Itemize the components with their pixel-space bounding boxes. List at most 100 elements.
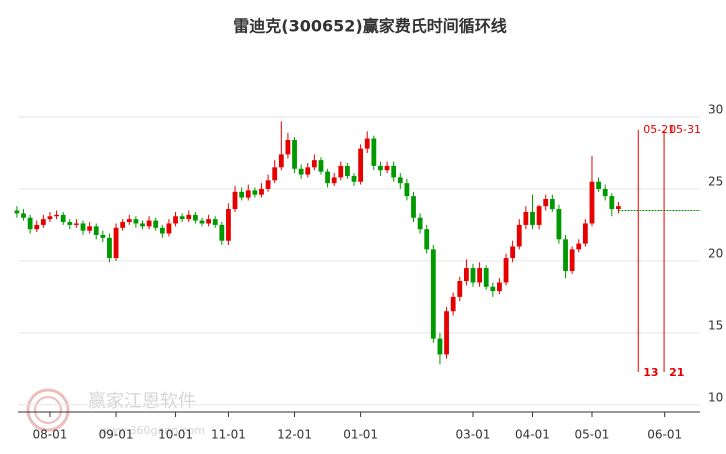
candle-body bbox=[516, 224, 522, 247]
x-tick-label: 05-01 bbox=[575, 428, 610, 442]
candle-body bbox=[80, 223, 86, 231]
candle-body bbox=[477, 268, 483, 283]
candle-body bbox=[278, 154, 284, 168]
candle-body bbox=[549, 198, 555, 210]
candle-body bbox=[364, 138, 370, 149]
candle-body bbox=[391, 165, 397, 178]
candle-body bbox=[523, 211, 529, 225]
candle-body bbox=[543, 198, 549, 207]
y-tick-label: 30 bbox=[708, 102, 723, 116]
y-tick-label: 20 bbox=[708, 246, 723, 260]
candle-body bbox=[589, 181, 595, 224]
candle-body bbox=[338, 165, 344, 178]
candle-body bbox=[358, 148, 364, 182]
candle-body bbox=[345, 165, 350, 176]
candle-body bbox=[232, 191, 238, 210]
candle-body bbox=[199, 220, 205, 224]
candle-body bbox=[305, 167, 311, 175]
watermark-name: 赢家江恩软件 bbox=[88, 390, 196, 412]
candle-body bbox=[140, 223, 145, 227]
candle-body bbox=[576, 243, 582, 250]
candle-body bbox=[93, 226, 99, 235]
candle-body bbox=[47, 216, 53, 220]
candle-body bbox=[411, 196, 416, 218]
x-tick-label: 10-01 bbox=[158, 428, 193, 442]
candle-body bbox=[73, 223, 79, 225]
candle-body bbox=[54, 214, 59, 217]
candle-body bbox=[378, 165, 383, 171]
candle-body bbox=[153, 220, 159, 228]
candle-body bbox=[490, 286, 496, 292]
candle-body bbox=[563, 239, 568, 271]
candle-body bbox=[417, 217, 423, 230]
candle-body bbox=[186, 214, 192, 220]
candle-body bbox=[27, 217, 33, 230]
candle-body bbox=[582, 223, 588, 244]
candle-body bbox=[569, 249, 575, 271]
watermark: 赢家江恩软件 www.360gann.com bbox=[26, 388, 205, 437]
candle-body bbox=[331, 177, 337, 184]
candle-body bbox=[179, 216, 185, 220]
candle-body bbox=[450, 296, 456, 312]
candle-body bbox=[318, 160, 324, 172]
candle-body bbox=[444, 311, 449, 355]
candle-body bbox=[192, 214, 198, 221]
candle-body bbox=[60, 214, 66, 223]
candle-body bbox=[146, 220, 152, 227]
x-tick-label: 11-01 bbox=[211, 428, 246, 442]
candle-body bbox=[510, 246, 516, 259]
candle-body bbox=[437, 338, 443, 355]
candle-body bbox=[100, 234, 106, 238]
candle-body bbox=[497, 282, 502, 292]
candle-body bbox=[133, 219, 139, 224]
candle-body bbox=[87, 226, 93, 231]
candle-body bbox=[397, 177, 403, 184]
candle-body bbox=[616, 206, 621, 210]
candle-body bbox=[107, 237, 112, 259]
candle-body bbox=[311, 160, 317, 168]
candle-body bbox=[113, 227, 119, 259]
candle-body bbox=[239, 191, 245, 198]
candle-body bbox=[596, 181, 601, 189]
candle-body bbox=[14, 210, 20, 214]
y-tick-label: 25 bbox=[708, 174, 723, 188]
candle-body bbox=[463, 268, 469, 282]
x-tick-label: 09-01 bbox=[99, 428, 134, 442]
x-tick-label: 06-01 bbox=[647, 428, 682, 442]
candle-body bbox=[212, 219, 218, 225]
y-tick-label: 10 bbox=[708, 390, 723, 404]
x-tick-label: 12-01 bbox=[277, 428, 312, 442]
chart-title: 雷迪克(300652)赢家费氏时间循环线 bbox=[233, 17, 506, 36]
candle-body bbox=[503, 258, 509, 283]
cycle-count-label: 13 bbox=[643, 366, 658, 379]
watermark-logo-inner bbox=[34, 396, 62, 424]
watermark-logo bbox=[26, 388, 70, 432]
candle-body bbox=[21, 213, 26, 218]
candle-body bbox=[325, 171, 330, 184]
candle-body bbox=[34, 224, 40, 230]
candle-body bbox=[384, 165, 390, 171]
watermark-url: www.360gann.com bbox=[100, 424, 205, 437]
cycle-date-label: 05-21 bbox=[643, 123, 675, 136]
cycle-date-label: 05-31 bbox=[669, 123, 701, 136]
candle-body bbox=[219, 224, 225, 241]
candle-body bbox=[265, 180, 271, 189]
candle-body bbox=[166, 223, 172, 234]
candle-body bbox=[292, 139, 297, 169]
candle-body bbox=[404, 183, 410, 197]
candle-body bbox=[206, 219, 211, 224]
x-tick-label: 03-01 bbox=[456, 428, 491, 442]
candle-body bbox=[470, 268, 476, 283]
y-tick-label: 15 bbox=[708, 318, 723, 332]
candle-body bbox=[159, 227, 165, 234]
x-tick-label: 01-01 bbox=[343, 428, 378, 442]
candle-body bbox=[259, 188, 264, 195]
candle-body bbox=[252, 190, 258, 195]
candle-body bbox=[298, 168, 304, 175]
candle-body bbox=[126, 219, 132, 223]
candle-body bbox=[530, 211, 535, 225]
candle-body bbox=[430, 249, 436, 339]
x-tick-label: 08-01 bbox=[33, 428, 68, 442]
candle-body bbox=[226, 209, 231, 241]
candle-body bbox=[609, 196, 615, 210]
